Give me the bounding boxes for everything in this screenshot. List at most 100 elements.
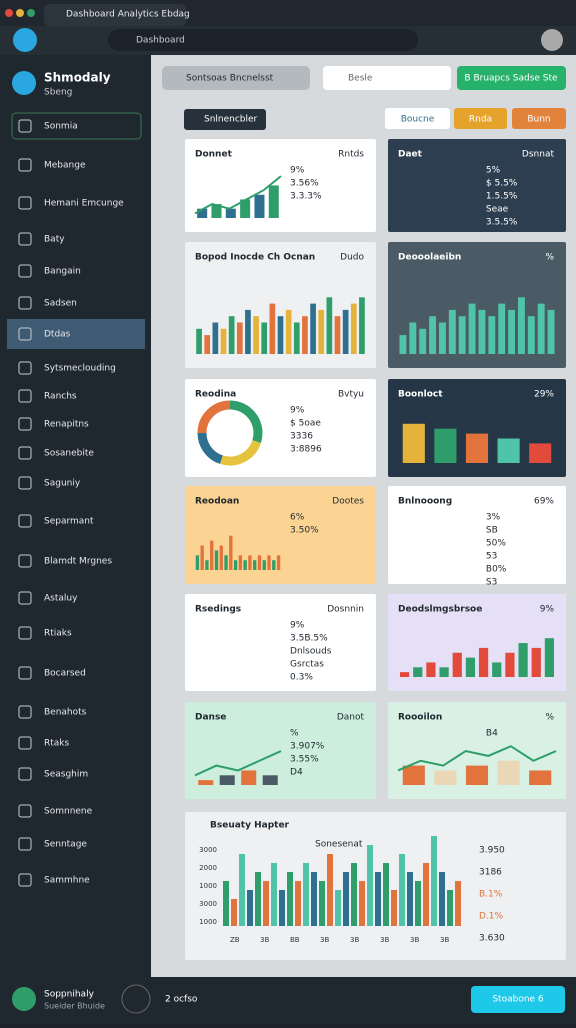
nav-item[interactable]: Bangain (44, 267, 81, 277)
bar (248, 555, 252, 570)
nav-item[interactable]: Separmant (44, 517, 94, 527)
card-text: 3.907% (290, 742, 325, 752)
card-title: Boonloct (398, 390, 443, 400)
chip[interactable] (512, 108, 566, 129)
brand: Shmodaly (44, 71, 111, 85)
bar (468, 303, 476, 354)
bar (439, 872, 445, 926)
nav-item[interactable]: Sadsen (44, 299, 77, 309)
primary-button[interactable] (457, 66, 566, 90)
bar (195, 555, 200, 570)
bar (544, 638, 555, 677)
nav-icon (18, 232, 32, 246)
nav-item[interactable]: Astaluy (44, 594, 78, 604)
chip[interactable] (385, 108, 450, 129)
bar (272, 560, 276, 570)
nav-item[interactable]: Sonmia (44, 122, 78, 132)
bar (547, 309, 555, 354)
bar (375, 872, 381, 926)
nav-icon (18, 264, 32, 278)
footer-button[interactable] (471, 986, 565, 1013)
chip[interactable] (454, 108, 507, 129)
bar (224, 555, 228, 570)
x-label: 3B (440, 936, 449, 944)
bar (228, 316, 235, 354)
filter-button[interactable] (184, 109, 266, 130)
nav-item[interactable]: Sosanebite (44, 449, 94, 459)
bar (497, 438, 520, 463)
bar (531, 647, 541, 677)
nav-item[interactable]: Sammhne (44, 876, 90, 886)
nav-icon (18, 119, 32, 133)
nav-icon (18, 626, 32, 640)
nav-item[interactable]: Somnnene (44, 807, 93, 817)
nav-icon (18, 736, 32, 750)
bar (198, 780, 214, 785)
user-sub: Sueider Bhuide (44, 1002, 105, 1011)
nav-item[interactable]: Mebange (44, 161, 86, 171)
card-text: Rntds (338, 150, 364, 160)
y-label: 3000 (199, 846, 217, 854)
address-bar[interactable] (108, 29, 418, 51)
nav-item-selected[interactable] (7, 319, 145, 349)
nav-item[interactable]: Saguniy (44, 479, 81, 489)
bar (497, 760, 520, 785)
nav-item[interactable]: Ranchs (44, 392, 77, 402)
avatar[interactable] (541, 29, 563, 51)
dot (16, 9, 24, 17)
card-text: % (545, 253, 554, 263)
card-text: 9% (290, 621, 305, 631)
add-button[interactable] (121, 984, 151, 1014)
nav-item[interactable]: Renapitns (44, 420, 89, 430)
nav-item[interactable]: Seasghim (44, 770, 88, 780)
y-label: 1000 (199, 918, 217, 926)
nav-icon (18, 591, 32, 605)
bar (448, 309, 456, 354)
bar (220, 328, 227, 354)
user-name: Soppnihaly (44, 990, 95, 1000)
bar (517, 297, 525, 354)
bar (402, 423, 425, 463)
nav-item[interactable]: Senntage (44, 840, 87, 850)
nav-item-active[interactable] (11, 112, 142, 140)
bar (465, 433, 489, 463)
bar (434, 770, 457, 785)
card-text: B4 (486, 729, 498, 739)
legend: Sonesenat (315, 840, 363, 850)
nav-icon (18, 767, 32, 781)
bar (438, 322, 446, 354)
nav-item[interactable]: Blamdt Mrgnes (44, 557, 112, 567)
donut-segment (197, 432, 224, 464)
nav-item[interactable]: Rtiaks (44, 629, 72, 639)
bar (399, 672, 410, 677)
nav-item[interactable]: Benahots (44, 708, 87, 718)
chip-label: Bunn (527, 115, 550, 125)
back-button[interactable] (13, 28, 37, 52)
bar (212, 322, 219, 354)
search-text: Besle (348, 74, 373, 84)
nav-icon (18, 158, 32, 172)
bar (241, 770, 257, 785)
donut-segment (229, 400, 263, 444)
nav-item[interactable]: Rtaks (44, 739, 70, 749)
nav-item[interactable]: Hemani Emcunge (44, 199, 124, 209)
dropdown[interactable] (162, 66, 310, 90)
bar (303, 863, 309, 926)
bar (211, 204, 222, 218)
footer-button-text: Stoabone 6 (492, 995, 544, 1005)
nav-icon (18, 514, 32, 528)
search-box[interactable] (323, 66, 451, 90)
bar (243, 560, 247, 570)
bar (429, 316, 437, 354)
nav-item[interactable]: Sytsmeclouding (44, 364, 116, 374)
nav-icon (18, 873, 32, 887)
bar (399, 335, 407, 354)
bar (415, 881, 421, 926)
tab[interactable] (44, 4, 186, 26)
card-text: 9% (290, 406, 305, 416)
nav-icon (18, 705, 32, 719)
nav-item[interactable]: Bocarsed (44, 669, 86, 679)
bar (262, 560, 266, 570)
nav-item[interactable]: Dtdas (44, 330, 71, 340)
nav-item[interactable]: Baty (44, 235, 65, 245)
